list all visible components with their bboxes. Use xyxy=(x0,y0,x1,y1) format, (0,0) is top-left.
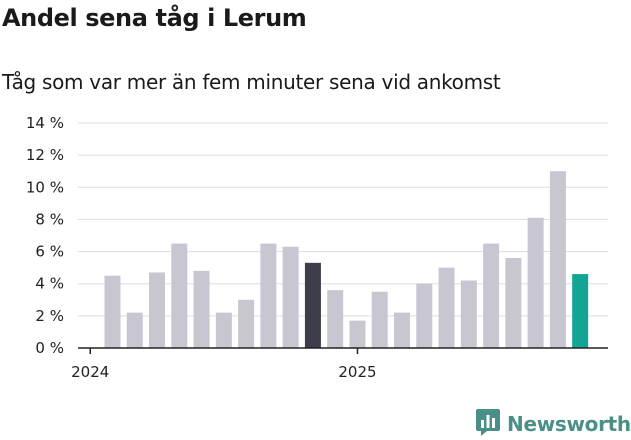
y-tick-label: 0 % xyxy=(35,339,64,357)
bar xyxy=(416,283,433,348)
y-tick-label: 2 % xyxy=(35,307,64,325)
y-tick-label: 10 % xyxy=(26,178,64,196)
bar xyxy=(527,217,544,348)
newsworthy-logo: Newsworthy xyxy=(475,408,631,440)
bar xyxy=(483,243,500,348)
bar xyxy=(304,262,321,348)
x-axis-ticks: 2024 2025 xyxy=(71,348,377,381)
bar xyxy=(505,258,522,348)
chart-title: Andel sena tåg i Lerum xyxy=(2,4,307,32)
bars xyxy=(104,171,589,348)
y-tick-label: 6 % xyxy=(35,243,64,261)
bar xyxy=(349,320,366,348)
x-tick-label: 2024 xyxy=(71,363,109,381)
bar xyxy=(238,299,255,348)
bar xyxy=(193,270,210,348)
bar xyxy=(104,275,121,348)
bar xyxy=(438,267,455,348)
y-tick-label: 8 % xyxy=(35,210,64,228)
bar xyxy=(282,246,299,348)
y-tick-label: 14 % xyxy=(26,114,64,132)
y-axis-ticks: 0 % 2 % 4 % 6 % 8 % 10 % 12 % 14 % xyxy=(26,114,64,357)
y-tick-label: 12 % xyxy=(26,146,64,164)
chart-icon xyxy=(475,408,501,440)
chart-subtitle: Tåg som var mer än fem minuter sena vid … xyxy=(2,70,501,94)
bar xyxy=(149,272,166,348)
y-tick-label: 4 % xyxy=(35,275,64,293)
gridlines xyxy=(78,122,608,317)
bar xyxy=(371,291,388,348)
bar xyxy=(460,280,477,348)
bar xyxy=(327,290,344,348)
bar xyxy=(126,312,143,348)
bar xyxy=(549,171,566,348)
brand-name: Newsworthy xyxy=(507,412,631,436)
x-tick-label: 2025 xyxy=(338,363,376,381)
bar xyxy=(215,312,232,348)
bar xyxy=(572,274,589,348)
bar xyxy=(260,243,277,348)
bar xyxy=(171,243,188,348)
bar xyxy=(394,312,411,348)
